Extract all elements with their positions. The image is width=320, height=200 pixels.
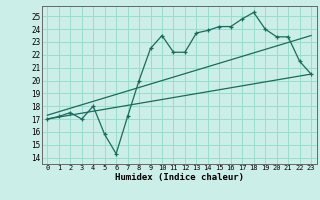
X-axis label: Humidex (Indice chaleur): Humidex (Indice chaleur)	[115, 173, 244, 182]
